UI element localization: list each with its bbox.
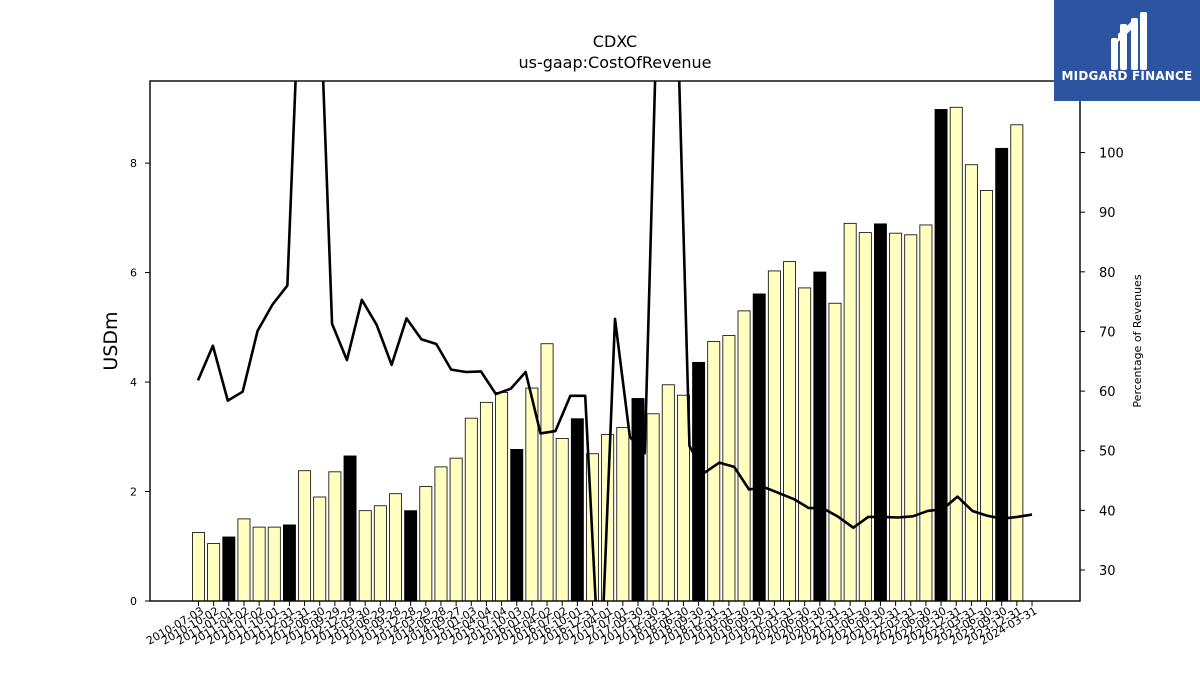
bar <box>692 361 706 602</box>
bar <box>661 384 675 602</box>
y2-tick-label: 100 <box>1099 147 1124 162</box>
bar <box>980 190 993 602</box>
bar <box>964 164 978 602</box>
bar <box>510 448 524 602</box>
bar <box>722 335 736 602</box>
y2-tick-label: 50 <box>1099 445 1116 460</box>
y2-tick-label: 90 <box>1099 206 1116 221</box>
y2-tick-label: 30 <box>1099 564 1116 579</box>
bar <box>995 147 1009 602</box>
y2-tick-label: 70 <box>1099 325 1116 340</box>
bar <box>570 418 584 602</box>
bar <box>767 270 781 602</box>
bar <box>495 392 509 602</box>
bar <box>404 510 418 602</box>
bar <box>358 510 372 602</box>
y-tick-label: 8 <box>130 157 137 170</box>
bar <box>540 343 554 602</box>
chart-subtitle: us-gaap:CostOfRevenue <box>518 53 712 72</box>
bar <box>631 398 645 602</box>
bar <box>389 493 402 602</box>
bar <box>237 518 251 602</box>
bar <box>434 466 448 602</box>
bar <box>828 302 842 602</box>
bar <box>798 287 812 602</box>
y-tick-label: 6 <box>130 267 137 280</box>
y2-tick-label: 60 <box>1099 385 1116 400</box>
brand-logo: MIDGARD FINANCE <box>1054 0 1200 101</box>
bar <box>949 106 963 602</box>
bar <box>298 470 312 602</box>
bar <box>252 526 266 602</box>
bar <box>373 505 387 602</box>
bar <box>783 261 796 602</box>
bar <box>873 223 887 602</box>
bar <box>858 232 872 602</box>
bar <box>919 224 933 602</box>
logo-mark-icon <box>1111 12 1147 70</box>
y2-tick-label: 80 <box>1099 266 1116 281</box>
bar <box>889 232 903 602</box>
bar <box>328 471 342 602</box>
bar <box>419 486 433 602</box>
bar <box>222 536 236 602</box>
bar <box>904 234 918 602</box>
chart-title: CDXC <box>592 32 638 51</box>
logo-text: MIDGARD FINANCE <box>1061 69 1193 83</box>
bar <box>464 417 478 602</box>
bar <box>207 543 221 602</box>
bar <box>843 222 857 602</box>
bar <box>752 293 766 602</box>
plot-frame <box>149 80 1081 602</box>
bar <box>1010 124 1024 602</box>
bar <box>267 526 281 602</box>
bar <box>313 496 327 602</box>
y2-axis-label: Percentage of Revenues <box>1131 274 1144 407</box>
bar <box>282 524 296 602</box>
bar <box>192 532 205 602</box>
bar <box>343 455 357 602</box>
bar <box>449 457 463 602</box>
bar <box>616 427 630 602</box>
bar <box>813 271 827 602</box>
y-tick-label: 4 <box>130 376 137 389</box>
percentage-line <box>196 81 1033 601</box>
y-tick-label: 0 <box>130 595 137 608</box>
y2-tick-label: 40 <box>1099 504 1116 519</box>
bar <box>737 310 751 602</box>
bar <box>479 401 493 602</box>
y-axis-label: USDm <box>100 311 122 370</box>
y-tick-label: 2 <box>130 486 137 499</box>
bar <box>646 413 660 602</box>
bar <box>707 341 721 602</box>
bar <box>555 438 569 602</box>
bar <box>934 109 948 602</box>
